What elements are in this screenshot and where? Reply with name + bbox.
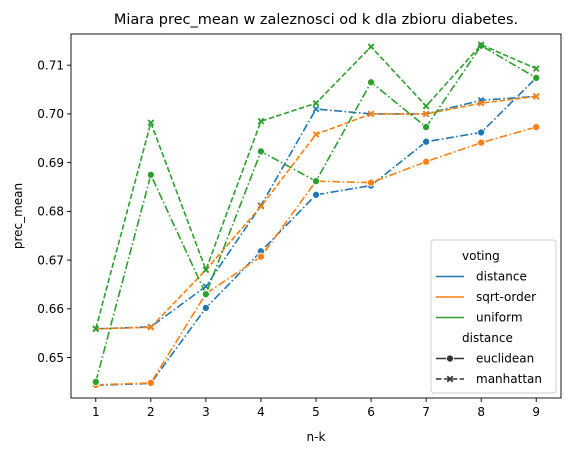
data-point-uniform-euclidean: [312, 178, 319, 185]
x-tick-label: 2: [147, 405, 155, 419]
legend-label: manhattan: [476, 372, 542, 386]
legend-hue-title: voting: [462, 249, 500, 263]
data-point-uniform-euclidean: [533, 74, 540, 81]
x-tick-label: 6: [367, 405, 375, 419]
y-tick-label: 0.65: [37, 351, 64, 365]
chart-title: Miara prec_mean w zaleznosci od k dla zb…: [114, 12, 518, 28]
x-tick-label: 7: [422, 405, 430, 419]
legend: voting distance sqrt-order uniform distance e…: [431, 240, 556, 393]
data-point-sqrt-order-euclidean: [423, 158, 430, 165]
data-point-uniform-euclidean: [147, 171, 154, 178]
data-point-sqrt-order-euclidean: [478, 139, 485, 146]
data-point-uniform-euclidean: [257, 148, 264, 155]
data-point-sqrt-order-euclidean: [147, 379, 154, 386]
legend-marker: [446, 355, 453, 362]
x-tick-label: 3: [202, 405, 210, 419]
y-tick-label: 0.67: [37, 253, 64, 267]
y-tick-label: 0.66: [37, 302, 64, 316]
x-axis-label: n-k: [307, 430, 326, 444]
data-point-distance-euclidean: [423, 138, 430, 145]
y-tick-label: 0.70: [37, 107, 64, 121]
legend-label: distance: [476, 270, 527, 284]
data-point-sqrt-order-euclidean: [533, 123, 540, 130]
y-axis-label: prec_mean: [11, 183, 25, 249]
legend-label: uniform: [476, 311, 523, 325]
y-tick-label: 0.69: [37, 156, 64, 170]
data-point-uniform-euclidean: [423, 123, 430, 130]
legend-label: euclidean: [476, 352, 534, 366]
data-point-uniform-euclidean: [202, 291, 209, 298]
data-point-sqrt-order-euclidean: [367, 179, 374, 186]
x-tick-label: 5: [312, 405, 320, 419]
y-tick-label: 0.71: [37, 58, 64, 72]
data-point-uniform-euclidean: [367, 79, 374, 86]
x-tick-label: 4: [257, 405, 265, 419]
data-point-sqrt-order-euclidean: [257, 253, 264, 260]
data-point-uniform-euclidean: [92, 378, 99, 385]
x-tick-label: 1: [92, 405, 100, 419]
data-point-distance-euclidean: [202, 304, 209, 311]
y-tick-label: 0.68: [37, 205, 64, 219]
legend-label: sqrt-order: [476, 290, 536, 304]
data-point-distance-euclidean: [478, 129, 485, 136]
data-point-distance-euclidean: [312, 191, 319, 198]
x-tick-label: 8: [477, 405, 485, 419]
legend-style-title: distance: [462, 331, 513, 345]
x-tick-label: 9: [532, 405, 540, 419]
